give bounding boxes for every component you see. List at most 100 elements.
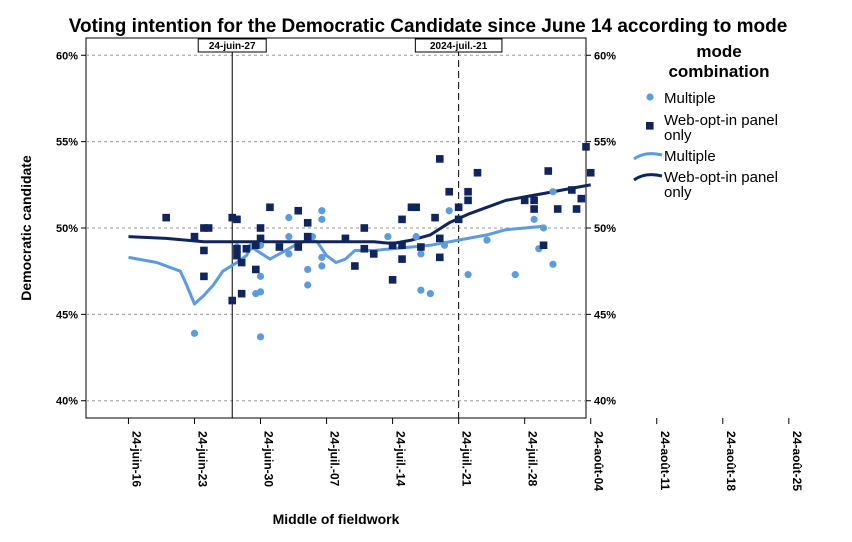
y-tick-label: 50% bbox=[56, 223, 78, 235]
point-web-opt-in bbox=[233, 215, 241, 224]
point-web-opt-in bbox=[190, 232, 199, 241]
point-web-opt-in bbox=[233, 251, 241, 260]
legend-label: Web-opt-in panel bbox=[664, 112, 778, 129]
point-web-opt-in bbox=[228, 296, 237, 305]
point-web-opt-in bbox=[435, 253, 444, 262]
x-tick-label: 24-août-11 bbox=[658, 431, 672, 491]
point-web-opt-in bbox=[256, 224, 265, 232]
legend-marker-line bbox=[633, 173, 663, 182]
y-tick-label: 40% bbox=[594, 396, 616, 408]
point-multiple bbox=[304, 265, 312, 274]
point-web-opt-in bbox=[162, 213, 170, 222]
point-multiple bbox=[539, 224, 548, 232]
point-web-opt-in bbox=[294, 243, 303, 251]
point-web-opt-in bbox=[431, 213, 439, 222]
x-tick-label: 24-juin-16 bbox=[129, 431, 143, 487]
point-web-opt-in bbox=[530, 205, 538, 213]
legend-label: Multiple bbox=[664, 148, 716, 165]
point-multiple bbox=[483, 236, 491, 244]
point-web-opt-in bbox=[360, 224, 369, 232]
point-multiple bbox=[318, 253, 326, 261]
point-web-opt-in bbox=[303, 232, 312, 241]
x-axis-title: Middle of fieldwork bbox=[273, 511, 400, 527]
point-multiple bbox=[256, 333, 265, 341]
point-web-opt-in bbox=[398, 241, 406, 250]
point-multiple bbox=[511, 271, 519, 279]
point-web-opt-in bbox=[303, 219, 312, 227]
point-multiple bbox=[190, 329, 199, 337]
y-axis-left: 40% 45% 50% 55% 60% bbox=[56, 50, 86, 408]
x-tick-label: 24-août-25 bbox=[790, 431, 804, 491]
point-multiple bbox=[412, 233, 420, 241]
point-multiple bbox=[417, 250, 425, 258]
point-web-opt-in bbox=[412, 203, 420, 212]
point-web-opt-in bbox=[266, 203, 274, 212]
point-multiple bbox=[384, 233, 392, 241]
point-web-opt-in bbox=[200, 224, 208, 232]
point-web-opt-in bbox=[204, 224, 213, 232]
point-web-opt-in bbox=[435, 234, 444, 243]
point-multiple bbox=[318, 207, 326, 215]
point-web-opt-in bbox=[252, 241, 260, 250]
legend-label: Web-opt-in panel bbox=[664, 169, 778, 186]
x-tick-label: 24-juil.-21 bbox=[460, 431, 474, 487]
legend: mode combination Multiple Web-opt-in pane… bbox=[633, 42, 778, 201]
reference-label-box bbox=[414, 38, 503, 53]
point-web-opt-in bbox=[568, 186, 576, 194]
point-web-opt-in bbox=[454, 215, 463, 224]
point-web-opt-in bbox=[473, 168, 482, 177]
grid bbox=[86, 54, 586, 402]
reference-label: 2024-juil.-21 bbox=[430, 41, 488, 52]
point-web-opt-in bbox=[445, 187, 454, 196]
point-web-opt-in bbox=[242, 244, 251, 253]
point-multiple bbox=[285, 250, 293, 258]
y-tick-label: 50% bbox=[594, 223, 616, 235]
y-tick-label: 40% bbox=[56, 396, 78, 408]
y-axis-right: 40% 45% 50% 55% 60% bbox=[586, 50, 616, 408]
point-web-opt-in bbox=[237, 289, 246, 298]
point-web-opt-in bbox=[582, 143, 590, 151]
point-web-opt-in bbox=[544, 167, 553, 175]
point-web-opt-in bbox=[256, 234, 265, 243]
x-tick-label: 24-juin-23 bbox=[195, 431, 209, 487]
point-multiple bbox=[304, 281, 312, 289]
x-tick-label: 24-juil.-07 bbox=[328, 431, 342, 487]
point-multiple bbox=[256, 272, 265, 280]
point-web-opt-in bbox=[275, 243, 284, 251]
point-multiple bbox=[285, 214, 293, 222]
point-web-opt-in bbox=[228, 213, 237, 222]
reference-label-box bbox=[197, 38, 267, 53]
point-multiple bbox=[417, 286, 425, 294]
point-web-opt-in bbox=[520, 196, 529, 205]
point-web-opt-in bbox=[294, 206, 303, 215]
point-web-opt-in bbox=[398, 255, 406, 263]
fit-line-web-opt-in bbox=[128, 183, 591, 245]
legend-title-line1: mode bbox=[696, 42, 741, 61]
point-multiple bbox=[256, 288, 265, 296]
point-multiple bbox=[530, 215, 538, 223]
point-web-opt-in bbox=[369, 250, 378, 258]
point-web-opt-in bbox=[454, 203, 463, 212]
y-tick-label: 60% bbox=[594, 50, 616, 62]
point-web-opt-in bbox=[586, 168, 595, 177]
point-web-opt-in bbox=[341, 234, 350, 243]
x-tick-label: 24-août-18 bbox=[724, 431, 738, 491]
legend-marker-square bbox=[646, 122, 654, 130]
point-multiple bbox=[318, 215, 326, 223]
legend-label: Multiple bbox=[664, 90, 716, 107]
x-tick-label: 24-juil.-28 bbox=[526, 431, 540, 487]
point-web-opt-in bbox=[360, 244, 369, 253]
point-web-opt-in bbox=[237, 258, 246, 267]
y-axis-title: Democratic candidate bbox=[18, 155, 34, 301]
data-points bbox=[162, 143, 595, 341]
point-web-opt-in bbox=[553, 205, 562, 213]
point-web-opt-in bbox=[407, 203, 416, 212]
point-web-opt-in bbox=[464, 196, 472, 205]
y-tick-label: 60% bbox=[56, 50, 78, 62]
x-tick-label: 24-juil.-14 bbox=[394, 431, 408, 487]
point-web-opt-in bbox=[398, 215, 406, 224]
point-web-opt-in bbox=[351, 262, 359, 270]
reference-label: 24-juin-27 bbox=[209, 41, 256, 52]
x-tick-label: 24-juin-30 bbox=[262, 431, 276, 487]
